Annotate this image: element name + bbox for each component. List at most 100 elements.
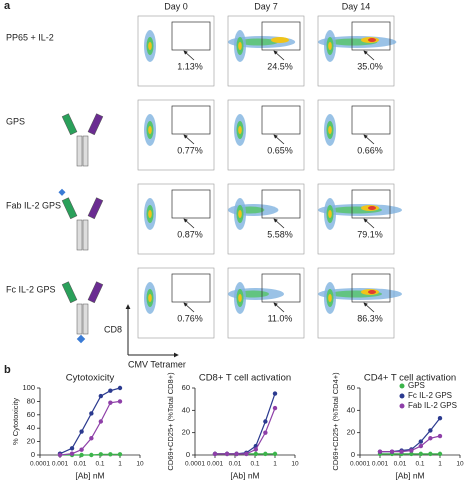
gate-percent: 0.66% (357, 145, 383, 155)
data-point (428, 451, 433, 457)
chart-title: CD4+ T cell activation (364, 373, 456, 384)
cell-core (148, 42, 152, 50)
gate-arrow (273, 218, 285, 229)
row-label: GPS (6, 116, 25, 126)
data-point (428, 436, 433, 441)
legend-marker (399, 383, 405, 389)
gate-arrow (273, 134, 285, 145)
x-axis-label: [Ab] nM (75, 470, 104, 480)
axis-label: CMV Tetramer (128, 359, 186, 369)
gate (351, 189, 391, 219)
data-point (272, 391, 278, 396)
x-axis-label: [Ab] nM (230, 470, 259, 480)
gate (351, 273, 391, 303)
x-tick-label: 0.1 (415, 461, 424, 468)
gate-arrow (363, 134, 375, 145)
y-tick-label: 40 (347, 405, 355, 414)
y-tick-label: 40 (27, 423, 35, 432)
data-point (253, 451, 259, 457)
data-point (98, 419, 104, 424)
gate-arrow (183, 134, 195, 145)
y-axis-label: % Cytotoxicity (11, 398, 20, 445)
gate (171, 21, 211, 51)
data-point (234, 451, 239, 457)
cell-core (328, 42, 332, 50)
gate-arrow (183, 50, 195, 61)
series-line (380, 417, 441, 453)
x-tick-label: 0.01 (74, 461, 87, 468)
x-tick-label: 0.01 (394, 461, 407, 468)
cell-core (328, 210, 332, 218)
row-label: PP65 + IL-2 (6, 32, 54, 42)
gate-percent: 35.0% (357, 61, 383, 71)
x-tick-label: 0.0001 (185, 461, 205, 468)
data-point (57, 452, 63, 458)
y-tick-label: 0 (351, 450, 355, 459)
x-tick-label: 10 (136, 461, 144, 468)
gate-percent: 24.5% (267, 61, 293, 71)
data-point (409, 448, 414, 453)
data-point (108, 400, 113, 405)
series-line (59, 400, 121, 456)
data-point (253, 447, 259, 452)
gate-percent: 5.58% (267, 229, 293, 239)
x-tick-label: 1 (273, 461, 277, 468)
y-tick-label: 0 (186, 450, 190, 459)
antibody-icon (61, 281, 104, 344)
data-point (409, 451, 414, 457)
data-point (272, 405, 278, 411)
x-axis-label: [Ab] nM (395, 470, 424, 480)
data-point (79, 447, 84, 452)
x-tick-label: 1 (118, 461, 122, 468)
data-point (108, 452, 113, 457)
cell-core (238, 38, 279, 46)
gate-arrow (363, 302, 375, 313)
x-tick-label: 1 (438, 461, 442, 468)
data-point (437, 451, 443, 457)
data-point (418, 443, 424, 449)
row-label: Fab IL-2 GPS (6, 200, 61, 210)
gate (171, 105, 211, 135)
legend-label: Fc IL-2 GPS (408, 391, 452, 400)
data-point (263, 419, 268, 424)
y-axis-label: CD69+CD25+ (%Total CD4+) (331, 372, 340, 471)
data-point (117, 399, 123, 404)
data-point (108, 388, 113, 393)
x-tick-label: 0.0001 (30, 461, 50, 468)
data-point (263, 430, 268, 435)
y-tick-label: 60 (27, 410, 35, 419)
gate-arrow (183, 302, 195, 313)
data-point (377, 449, 383, 454)
cell-core (238, 210, 242, 218)
x-tick-label: 0.1 (95, 461, 104, 468)
cell-core (148, 126, 152, 134)
gate (261, 21, 301, 51)
series-line (215, 393, 276, 455)
y-tick-label: 0 (31, 450, 35, 459)
cell-core (148, 294, 152, 302)
gate (171, 189, 211, 219)
gate-percent: 11.0% (268, 313, 293, 323)
data-point (418, 439, 424, 444)
cell-core (368, 206, 376, 210)
legend-marker (399, 403, 405, 409)
data-point (79, 429, 84, 434)
data-point (272, 451, 278, 457)
x-tick-label: 0.01 (229, 461, 242, 468)
gate-arrow (363, 50, 375, 61)
cell-core (238, 294, 242, 302)
column-heading: Day 7 (254, 1, 278, 11)
gate (261, 273, 301, 303)
y-tick-label: 40 (182, 405, 190, 414)
data-point (437, 433, 443, 439)
gate-percent: 86.3% (357, 313, 383, 323)
data-point (98, 452, 104, 457)
data-point (89, 411, 94, 416)
legend-marker (399, 393, 405, 399)
data-point (69, 451, 75, 456)
cell-core (328, 294, 332, 302)
data-point (437, 415, 443, 421)
antibody-icon (58, 188, 104, 251)
data-point (224, 451, 230, 457)
data-point (399, 449, 404, 454)
